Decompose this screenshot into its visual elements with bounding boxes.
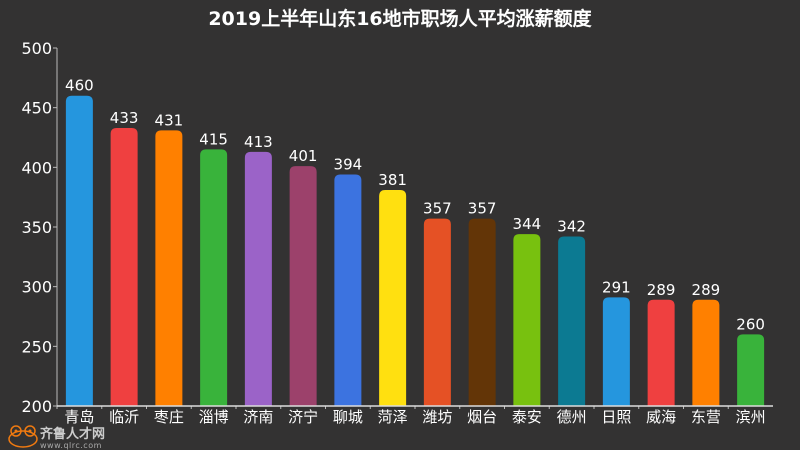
watermark-url: www.qlrc.com xyxy=(40,441,102,450)
x-tick-label: 东营 xyxy=(691,408,721,426)
y-tick-label: 500 xyxy=(21,39,52,58)
y-tick-label: 400 xyxy=(21,158,52,177)
bar-淄博 xyxy=(200,149,228,406)
data-label: 357 xyxy=(423,200,452,218)
frog-logo-icon xyxy=(8,425,38,448)
data-label: 413 xyxy=(244,133,273,151)
y-tick-label: 450 xyxy=(21,99,52,118)
x-tick-label: 济南 xyxy=(243,408,273,426)
data-label: 460 xyxy=(65,77,94,95)
watermark-name: 齐鲁人才网 xyxy=(40,427,106,442)
data-label: 415 xyxy=(199,130,228,148)
x-tick-label: 潍坊 xyxy=(422,408,452,426)
bar-枣庄 xyxy=(155,130,183,406)
data-label: 291 xyxy=(602,278,631,296)
bar-威海 xyxy=(647,299,675,406)
x-tick-label: 聊城 xyxy=(333,408,363,426)
bar-泰安 xyxy=(513,234,541,406)
x-tick-label: 滨州 xyxy=(736,408,766,426)
data-label: 401 xyxy=(289,147,318,165)
bar-青岛 xyxy=(65,95,93,406)
x-tick-label: 威海 xyxy=(646,408,676,426)
bar-烟台 xyxy=(468,218,496,406)
x-tick-label: 济宁 xyxy=(288,408,318,426)
data-label: 342 xyxy=(557,218,586,236)
bar-德州 xyxy=(558,236,586,406)
data-label: 381 xyxy=(378,171,407,189)
x-tick-label: 枣庄 xyxy=(154,408,184,426)
bar-菏泽 xyxy=(379,190,407,406)
y-tick-label: 350 xyxy=(21,218,52,237)
x-tick-label: 泰安 xyxy=(512,408,542,426)
bar-济南 xyxy=(244,151,272,406)
x-tick-label: 烟台 xyxy=(467,408,497,426)
x-tick-label: 德州 xyxy=(557,408,587,426)
data-label: 431 xyxy=(155,111,184,129)
data-label: 394 xyxy=(334,155,363,173)
bar-东营 xyxy=(692,299,720,406)
data-label: 344 xyxy=(513,215,542,233)
data-label: 289 xyxy=(692,281,721,299)
data-label: 289 xyxy=(647,281,676,299)
x-tick-label: 菏泽 xyxy=(378,408,408,426)
bar-滨州 xyxy=(737,334,765,406)
y-tick-label: 250 xyxy=(21,337,52,356)
x-tick-label: 淄博 xyxy=(199,408,229,426)
data-label: 357 xyxy=(468,200,497,218)
x-tick-label: 日照 xyxy=(601,408,631,426)
x-tick-label: 青岛 xyxy=(64,408,94,426)
bar-临沂 xyxy=(110,127,138,406)
x-tick-label: 临沂 xyxy=(109,408,139,426)
bar-潍坊 xyxy=(423,218,451,406)
bar-日照 xyxy=(602,297,630,406)
y-tick-label: 200 xyxy=(21,397,52,416)
chart-title: 2019上半年山东16地市职场人平均涨薪额度 xyxy=(208,8,592,30)
bar-济宁 xyxy=(289,166,317,406)
y-tick-label: 300 xyxy=(21,278,52,297)
bar-聊城 xyxy=(334,174,362,406)
data-label: 260 xyxy=(736,315,765,333)
data-label: 433 xyxy=(110,109,139,127)
